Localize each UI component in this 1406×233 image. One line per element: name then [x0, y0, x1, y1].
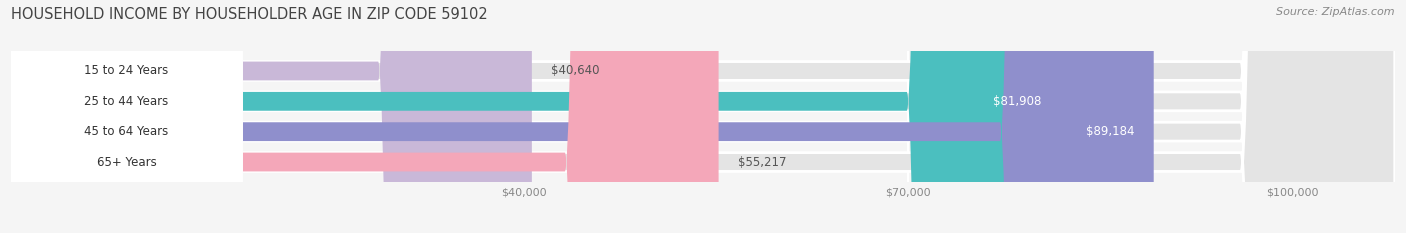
- FancyBboxPatch shape: [11, 0, 1395, 233]
- FancyBboxPatch shape: [11, 0, 1395, 233]
- FancyBboxPatch shape: [11, 0, 1395, 233]
- FancyBboxPatch shape: [11, 0, 1395, 233]
- Text: $40,640: $40,640: [551, 65, 599, 78]
- FancyBboxPatch shape: [11, 0, 1154, 233]
- Text: 25 to 44 Years: 25 to 44 Years: [84, 95, 169, 108]
- FancyBboxPatch shape: [11, 0, 1060, 233]
- FancyBboxPatch shape: [11, 0, 242, 233]
- FancyBboxPatch shape: [11, 0, 242, 233]
- Text: 65+ Years: 65+ Years: [97, 155, 156, 168]
- Text: $81,908: $81,908: [993, 95, 1042, 108]
- Text: Source: ZipAtlas.com: Source: ZipAtlas.com: [1277, 7, 1395, 17]
- FancyBboxPatch shape: [11, 0, 242, 233]
- FancyBboxPatch shape: [11, 0, 531, 233]
- FancyBboxPatch shape: [11, 0, 718, 233]
- FancyBboxPatch shape: [11, 0, 242, 233]
- Text: 15 to 24 Years: 15 to 24 Years: [84, 65, 169, 78]
- Text: HOUSEHOLD INCOME BY HOUSEHOLDER AGE IN ZIP CODE 59102: HOUSEHOLD INCOME BY HOUSEHOLDER AGE IN Z…: [11, 7, 488, 22]
- Text: 45 to 64 Years: 45 to 64 Years: [84, 125, 169, 138]
- Text: $55,217: $55,217: [738, 155, 786, 168]
- Text: $89,184: $89,184: [1085, 125, 1135, 138]
